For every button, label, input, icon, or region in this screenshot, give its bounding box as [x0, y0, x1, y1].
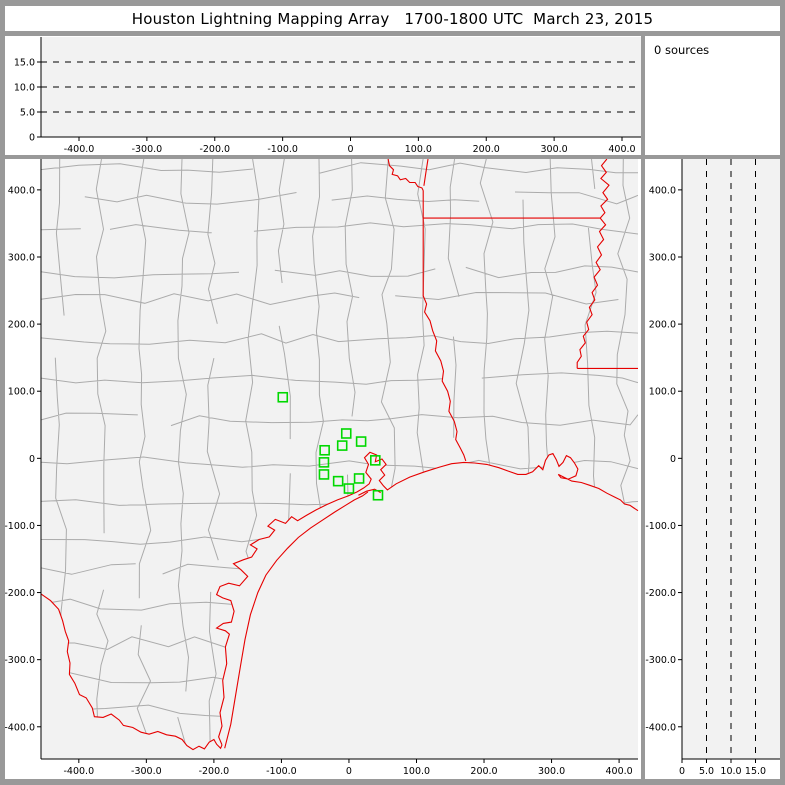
lma-station-marker [369, 455, 381, 466]
x-tick-label: 15.0 [745, 766, 766, 777]
lma-station-marker [318, 457, 330, 468]
x-tick-label: 200.0 [470, 766, 497, 777]
sources-count-label: 0 sources [654, 43, 710, 57]
y-tick-label: 200.0 [8, 320, 35, 331]
altitude-overview-plot[interactable]: -400.0 -300.0 -200.0 -100.0 0 100.0 200.0 300.0… [5, 36, 641, 155]
lma-station-marker [336, 440, 348, 451]
x-tick-label: -400.0 [64, 144, 95, 155]
x-tick-label: 0 [347, 144, 353, 155]
x-tick-label: 400.0 [608, 144, 635, 155]
x-tick-label: 0 [679, 766, 685, 777]
x-tick-label: -200.0 [199, 766, 230, 777]
tx-la-border [422, 218, 467, 462]
plot-background [41, 159, 638, 759]
y-tick-label: 100.0 [649, 387, 676, 398]
x-tick-label: 5.0 [699, 766, 714, 777]
y-tick-label: 300.0 [649, 252, 676, 263]
altitude-ns-plot[interactable]: 0 5.0 10.0 15.0 400.0 300.0 200.0 100.0 0 -100.0 -… [645, 159, 780, 779]
y-tick-label: 100.0 [8, 387, 35, 398]
y-tick-label: 0 [29, 133, 35, 144]
coastline [215, 451, 639, 746]
y-tick-label: 0 [29, 454, 35, 465]
y-tick-label: 0 [670, 454, 676, 465]
x-tick-label: -400.0 [64, 766, 95, 777]
x-tick-label: 400.0 [605, 766, 632, 777]
altitude-ns-panel: 0 5.0 10.0 15.0 400.0 300.0 200.0 100.0 0 -100.0 -… [645, 159, 780, 779]
x-tick-label: 200.0 [473, 144, 500, 155]
window-title: Houston Lightning Mapping Array 1700-180… [131, 9, 654, 28]
x-tick-label: 0 [346, 766, 352, 777]
y-tick-label: -100.0 [645, 521, 676, 532]
plan-view-map[interactable]: -400.0 -300.0 -200.0 -100.0 0 100.0 200.0 300.0… [5, 159, 641, 779]
lma-station-marker [318, 469, 330, 480]
y-tick-label: 300.0 [8, 252, 35, 263]
barrier-island [224, 491, 369, 749]
y-tick-label: -200.0 [5, 588, 35, 599]
rio-grande [40, 593, 223, 751]
map-panel: -400.0 -300.0 -200.0 -100.0 0 100.0 200.0 300.0… [5, 159, 641, 779]
lma-station-marker [332, 475, 344, 487]
lma-station-marker [319, 444, 330, 456]
y-tick-label: 200.0 [649, 320, 676, 331]
y-tick-label: 400.0 [8, 185, 35, 196]
ok-ar-border [423, 159, 429, 186]
y-tick-label: -400.0 [5, 722, 35, 733]
x-tick-label: -200.0 [199, 144, 230, 155]
lma-station-marker [343, 483, 355, 494]
y-tick-label: 10.0 [14, 83, 35, 94]
x-tick-label: -300.0 [131, 766, 162, 777]
y-tick-label: -100.0 [5, 521, 35, 532]
lma-station-marker [340, 428, 352, 439]
lma-station-marker [277, 391, 289, 403]
sources-count-panel: 0 sources [645, 36, 780, 155]
title-bar: Houston Lightning Mapping Array 1700-180… [5, 6, 780, 31]
x-tick-label: 10.0 [720, 766, 741, 777]
y-tick-label: 400.0 [649, 185, 676, 196]
x-tick-label: 300.0 [538, 766, 565, 777]
x-tick-label: -300.0 [132, 144, 163, 155]
altitude-overview-panel: -400.0 -300.0 -200.0 -100.0 0 100.0 200.0 300.0… [5, 36, 641, 155]
mississippi-river [576, 159, 610, 369]
lma-station-marker [372, 489, 384, 501]
y-tick-label: 15.0 [14, 58, 35, 69]
red-river [387, 159, 424, 191]
y-tick-label: 5.0 [20, 108, 35, 119]
lma-station-marker [355, 436, 367, 447]
x-tick-label: 100.0 [405, 144, 432, 155]
y-tick-label: -400.0 [645, 722, 676, 733]
y-tick-label: -300.0 [5, 655, 35, 666]
x-tick-label: -100.0 [266, 766, 297, 777]
x-tick-label: 300.0 [541, 144, 568, 155]
y-tick-label: -200.0 [645, 588, 676, 599]
lma-station-marker [353, 473, 365, 484]
y-tick-label: -300.0 [645, 655, 676, 666]
x-tick-label: 100.0 [403, 766, 430, 777]
x-tick-label: -100.0 [267, 144, 298, 155]
